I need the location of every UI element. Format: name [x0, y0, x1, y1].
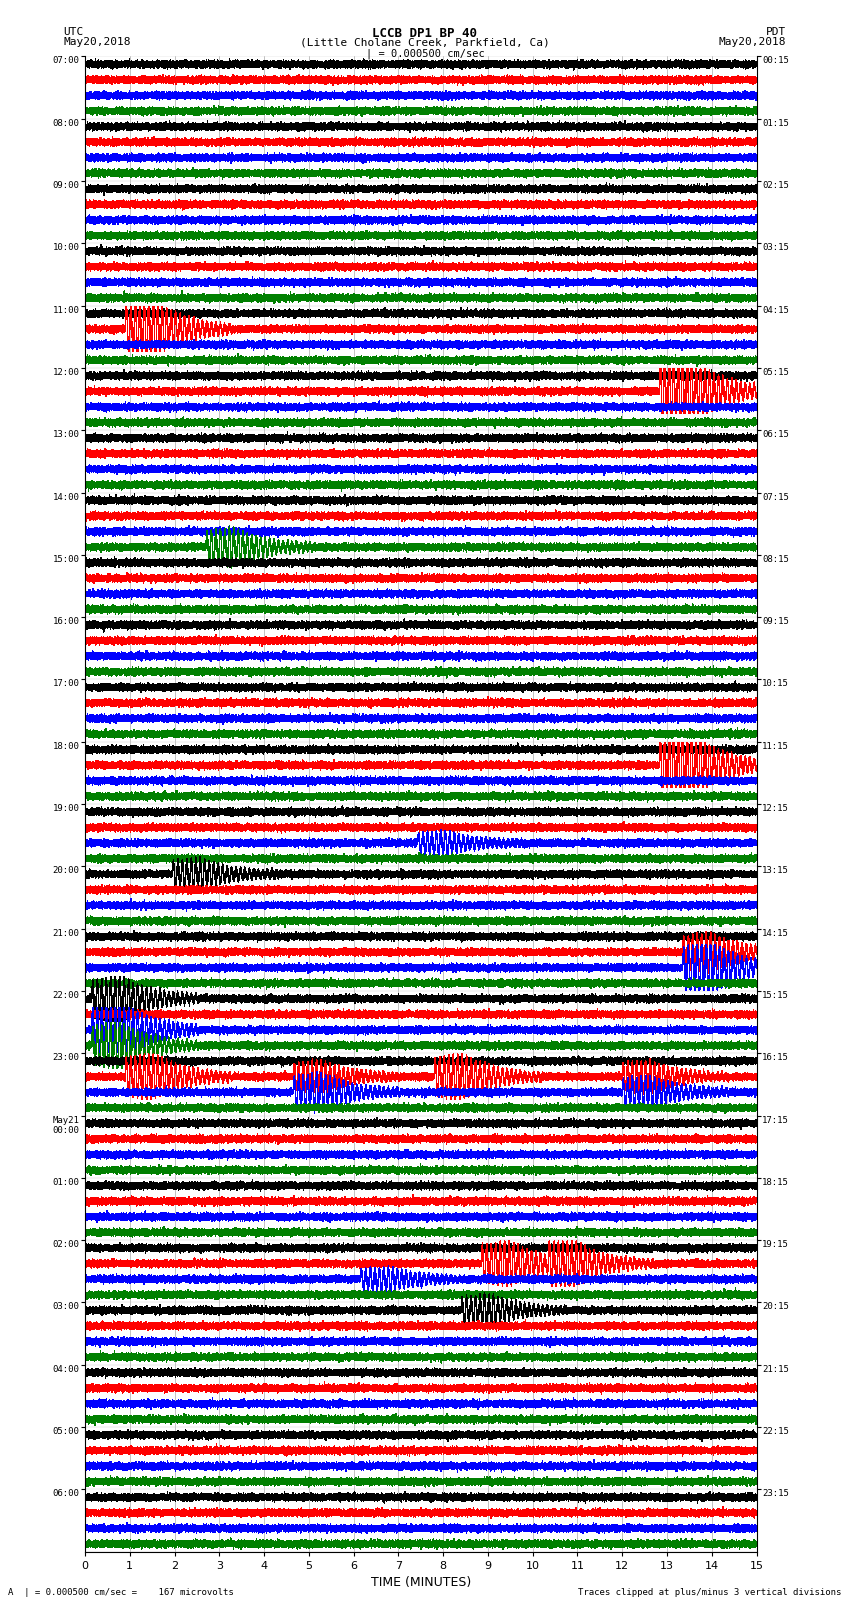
- Text: UTC: UTC: [64, 27, 84, 37]
- Text: | = 0.000500 cm/sec: | = 0.000500 cm/sec: [366, 48, 484, 60]
- X-axis label: TIME (MINUTES): TIME (MINUTES): [371, 1576, 471, 1589]
- Text: PDT: PDT: [766, 27, 786, 37]
- Text: A  | = 0.000500 cm/sec =    167 microvolts: A | = 0.000500 cm/sec = 167 microvolts: [8, 1587, 235, 1597]
- Text: (Little Cholane Creek, Parkfield, Ca): (Little Cholane Creek, Parkfield, Ca): [300, 37, 550, 47]
- Text: Traces clipped at plus/minus 3 vertical divisions: Traces clipped at plus/minus 3 vertical …: [578, 1587, 842, 1597]
- Text: May20,2018: May20,2018: [719, 37, 786, 47]
- Text: LCCB DP1 BP 40: LCCB DP1 BP 40: [372, 27, 478, 40]
- Text: May20,2018: May20,2018: [64, 37, 131, 47]
